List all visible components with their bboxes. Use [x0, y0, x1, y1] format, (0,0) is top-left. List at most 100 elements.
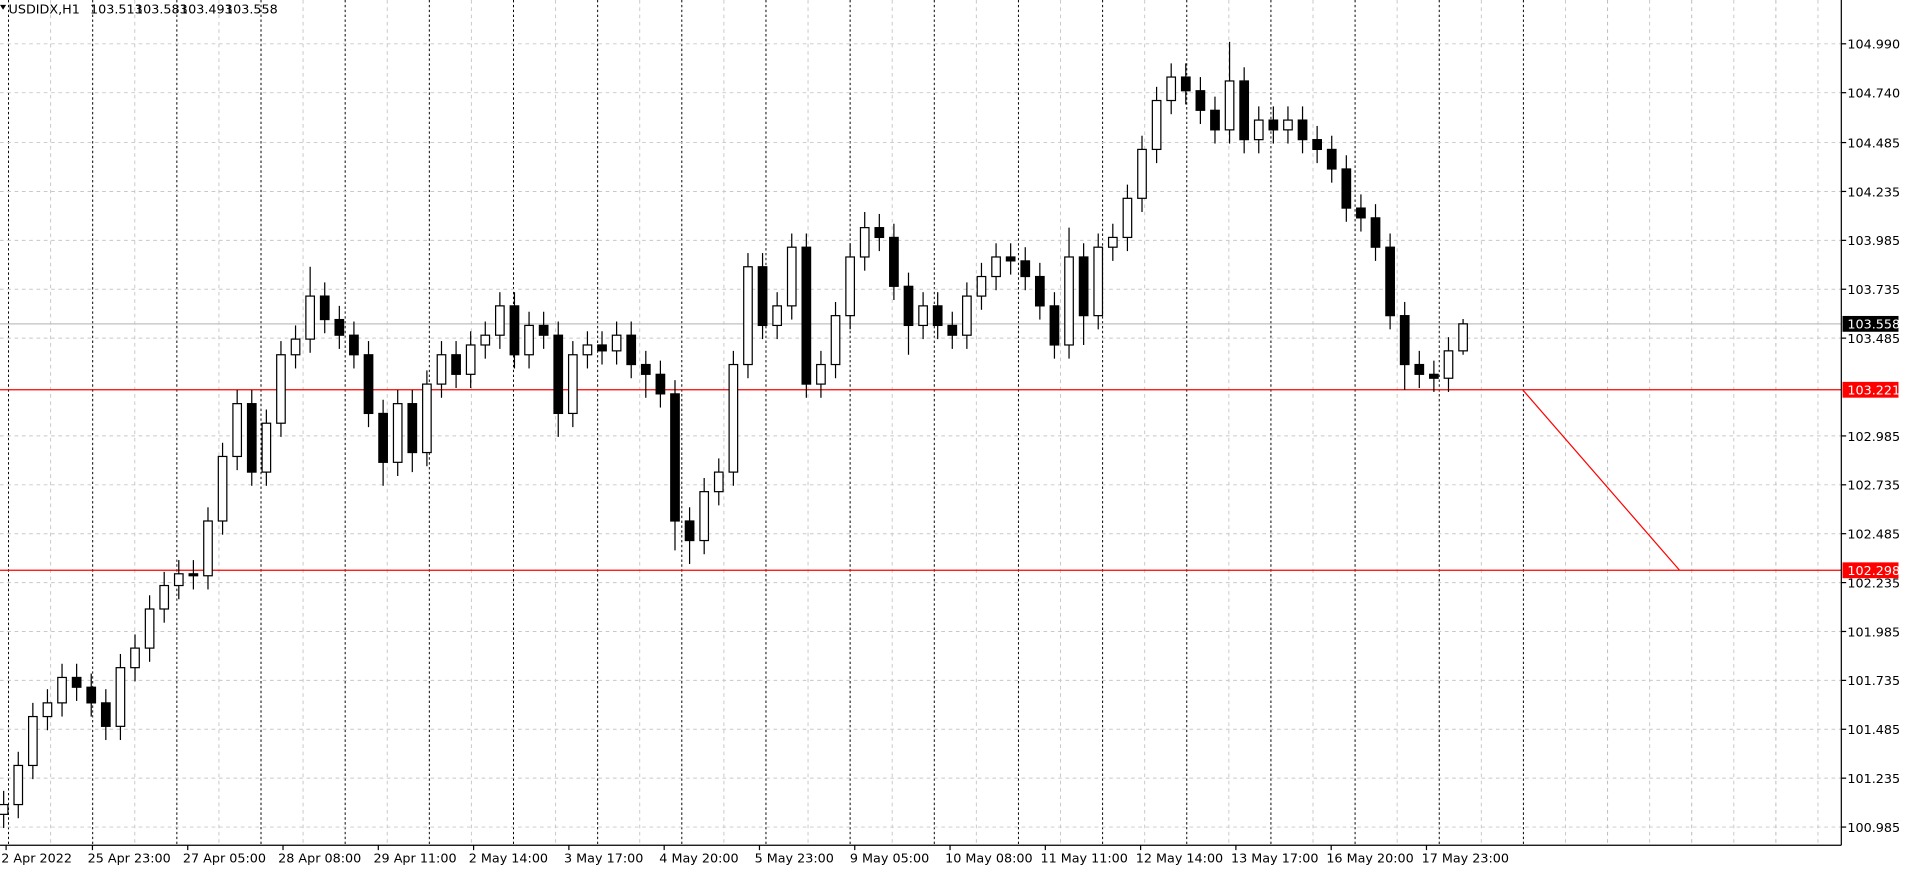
candle-body: [407, 403, 418, 454]
candle-body: [1122, 197, 1133, 239]
candle-body: [57, 676, 67, 704]
x-tick-label: 5 May 23:00: [755, 851, 834, 866]
candle-body: [27, 715, 38, 767]
candle-body: [1151, 99, 1162, 151]
header-open: 103.513: [90, 2, 143, 17]
candle-body: [144, 608, 155, 649]
candle-body: [684, 520, 695, 542]
candle-body: [319, 295, 330, 321]
candle-body: [757, 266, 768, 327]
candle-body: [1443, 350, 1454, 379]
candle-body: [947, 324, 958, 336]
candle-body: [772, 305, 783, 327]
candle-body: [626, 334, 637, 366]
x-tick-label: 2 May 14:00: [469, 851, 548, 866]
x-tick-label: 2 Apr 2022: [1, 851, 72, 866]
candle-body: [801, 246, 812, 385]
candle-body: [1239, 80, 1250, 141]
y-tick-label: 101.735: [1847, 674, 1900, 689]
candle-body: [1020, 260, 1031, 278]
candle-body: [1195, 90, 1206, 111]
candle-body: [246, 403, 257, 473]
candle-body: [524, 324, 534, 356]
candle-body: [816, 363, 826, 385]
candle-body: [1312, 139, 1323, 151]
candle-body: [918, 305, 928, 327]
candle-body: [509, 305, 520, 356]
candle-body: [188, 573, 199, 577]
candle-body: [1341, 168, 1352, 209]
candle-body: [203, 520, 213, 577]
candle-body: [1356, 207, 1366, 219]
candle-body: [86, 686, 97, 704]
candle-body: [276, 354, 286, 424]
candle-body: [1210, 109, 1220, 131]
candle-body: [699, 491, 710, 542]
candle-body: [349, 334, 359, 356]
price-tag: 102.298: [1847, 564, 1900, 579]
price-tag-box: [1842, 562, 1899, 579]
candle-body: [932, 305, 943, 327]
candle-body: [1107, 236, 1118, 248]
candle-body: [1297, 119, 1308, 141]
candle-body: [422, 383, 432, 454]
price-tag: 103.221: [1847, 384, 1900, 399]
candle-body: [1429, 373, 1439, 379]
candle-body: [1064, 256, 1074, 346]
y-tick-label: 102.235: [1847, 576, 1900, 591]
x-tick-label: 29 Apr 11:00: [373, 851, 456, 866]
candle-body: [830, 315, 841, 366]
candle-body: [1034, 275, 1045, 307]
y-tick-label: 103.985: [1847, 234, 1900, 249]
candle-body: [217, 455, 228, 522]
price-tag-box: [1842, 381, 1899, 398]
candle-body: [889, 236, 899, 287]
y-tick-label: 104.235: [1847, 185, 1900, 200]
candle-body: [786, 246, 797, 307]
candle-body: [261, 422, 272, 473]
candle-body: [465, 344, 476, 375]
candle-body: [713, 471, 724, 493]
x-tick-label: 16 May 20:00: [1326, 851, 1413, 866]
candle-body: [1078, 256, 1089, 317]
symbol: USDIDX,H1: [9, 2, 80, 17]
x-tick-label: 3 May 17:00: [564, 851, 643, 866]
candle-body: [670, 393, 680, 522]
candle-body: [1180, 76, 1191, 92]
candle-body: [991, 256, 1001, 278]
candle-body: [71, 676, 82, 688]
candle-body: [597, 344, 607, 352]
candle-body: [567, 354, 578, 415]
candle-body: [1093, 246, 1104, 317]
y-tick-label: 104.740: [1847, 87, 1900, 102]
candle-body: [976, 275, 987, 297]
candle-body: [436, 354, 447, 385]
header-high: 103.583: [135, 2, 188, 17]
header-close: 103.558: [225, 2, 278, 17]
candle-body: [173, 573, 184, 587]
candle-body: [363, 354, 374, 415]
candle-body: [1414, 363, 1425, 375]
candle-body: [611, 334, 622, 352]
candle-body: [392, 403, 403, 463]
candle-body: [115, 667, 126, 727]
trend-line: [1522, 389, 1681, 571]
candle-body: [1005, 256, 1016, 262]
x-tick-label: 27 Apr 05:00: [183, 851, 266, 866]
y-tick-label: 101.485: [1847, 723, 1900, 738]
y-tick-label: 104.990: [1847, 38, 1900, 53]
candle-body: [582, 344, 593, 356]
candle-body: [1253, 119, 1264, 141]
candle-body: [1399, 315, 1410, 366]
x-tick-label: 12 May 14:00: [1136, 851, 1223, 866]
y-tick-label: 100.985: [1847, 821, 1900, 836]
y-tick-label: 104.485: [1847, 136, 1900, 151]
candle-body: [728, 363, 739, 473]
candle-body: [962, 295, 972, 336]
candle-body: [1049, 305, 1060, 346]
x-tick-label: 25 Apr 23:00: [88, 851, 171, 866]
candle-body: [743, 266, 753, 366]
candle-body: [1283, 119, 1293, 131]
candle-body: [100, 702, 111, 727]
